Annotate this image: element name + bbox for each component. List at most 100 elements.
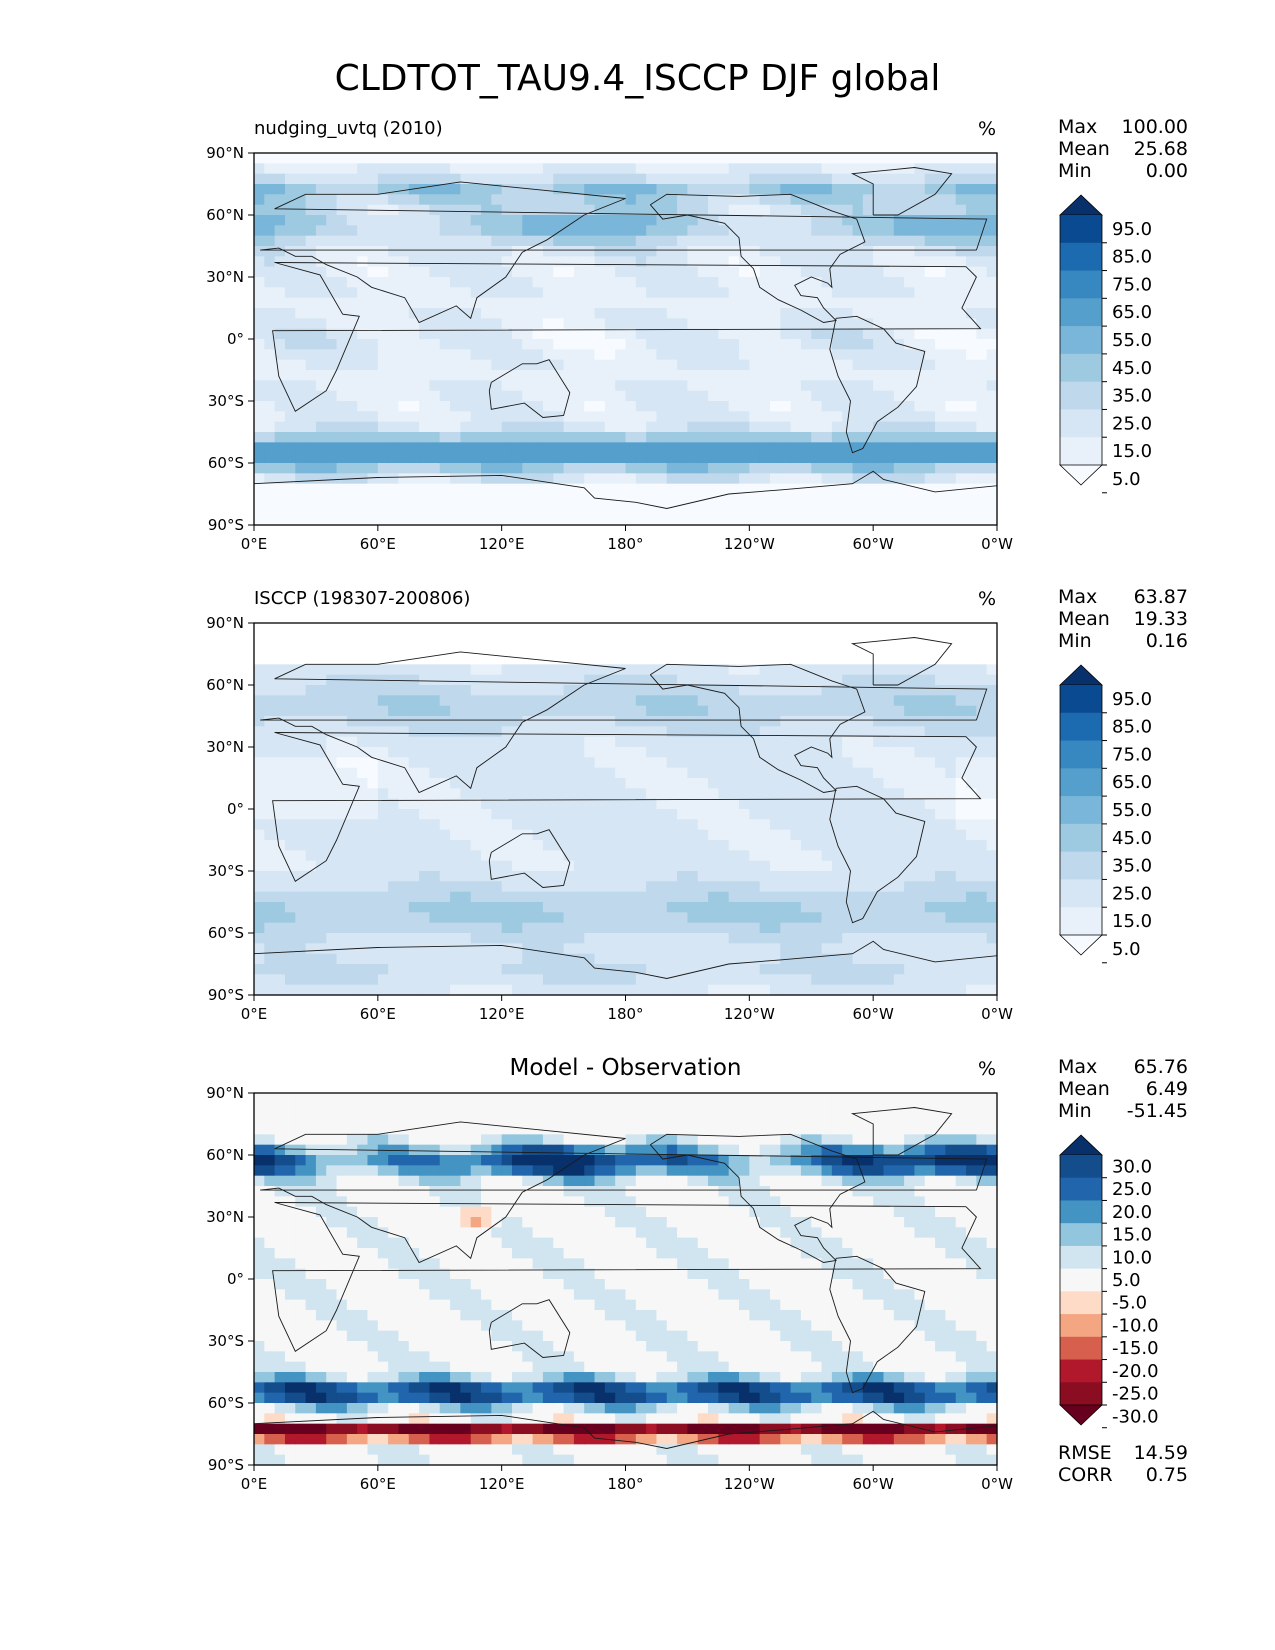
- colorbar-tick-label: 20.0: [1112, 1202, 1152, 1223]
- panel-units: %: [978, 588, 997, 610]
- lat-tick-label: 30°N: [206, 738, 244, 756]
- stat-mean: Mean 25.68: [1058, 138, 1188, 160]
- lon-tick-label: 0°E: [241, 1475, 268, 1493]
- colorbar-tick-label: 55.0: [1112, 330, 1152, 351]
- lon-tick-label: 0°W: [981, 1005, 1013, 1023]
- lat-tick-label: 60°S: [208, 924, 244, 942]
- panel-units: %: [978, 118, 997, 140]
- lon-tick-label: 120°E: [479, 535, 525, 553]
- map-axes: 90°N 60°N 30°N 0° 30°S 60°S 90°S0°E 60°E 120°E 18…: [206, 614, 1013, 1023]
- panel-title: Model - Observation: [509, 1055, 742, 1081]
- colorbar-tick-label: -10.0: [1112, 1315, 1159, 1336]
- colorbar: 95.0 85.0 75.0 65.0 55.0 45.0 35.0 25.0 15.0 5.0: [1059, 664, 1152, 964]
- stat-max: Max 65.76: [1058, 1056, 1188, 1078]
- lon-tick-label: 180°: [607, 1475, 643, 1493]
- colorbar-tick-label: 95.0: [1112, 689, 1152, 710]
- stat-min: Min -51.45: [1058, 1100, 1188, 1122]
- colorbar-tick-label: 30.0: [1112, 1156, 1152, 1177]
- stat-mean: Mean 19.33: [1058, 608, 1188, 630]
- lon-tick-label: 120°W: [724, 1475, 775, 1493]
- lon-tick-label: 0°E: [241, 1005, 268, 1023]
- stat-max: Max 100.00: [1058, 116, 1188, 138]
- colorbar-tick-label: 85.0: [1112, 717, 1152, 738]
- lat-tick-label: 30°S: [208, 1332, 244, 1350]
- lat-tick-label: 90°N: [206, 614, 244, 632]
- stat-max: Max 63.87: [1058, 586, 1188, 608]
- lat-tick-label: 60°N: [206, 1146, 244, 1164]
- colorbar-tick-label: 65.0: [1112, 302, 1152, 323]
- panel-stats: Max 100.00 Mean 25.68 Min 0.00: [1058, 116, 1188, 182]
- lon-tick-label: 120°E: [479, 1005, 525, 1023]
- stat-rmse: RMSE 14.59: [1058, 1442, 1188, 1464]
- panel-title: nudging_uvtq (2010): [254, 118, 443, 139]
- lat-tick-label: 60°N: [206, 676, 244, 694]
- map-plot: 90°N 60°N 30°N 0° 30°S 60°S 90°S0°E 60°E 120°E 18…: [206, 1084, 1159, 1493]
- panel-units: %: [978, 1058, 997, 1080]
- field-cells: [254, 1093, 998, 1466]
- map-plot: 90°N 60°N 30°N 0° 30°S 60°S 90°S0°E 60°E 120°E 18…: [206, 614, 1152, 1023]
- colorbar-tick-label: 85.0: [1112, 247, 1152, 268]
- lon-tick-label: 60°E: [360, 1005, 396, 1023]
- lon-tick-label: 60°E: [360, 535, 396, 553]
- colorbar-tick-label: 75.0: [1112, 274, 1152, 295]
- lat-tick-label: 90°S: [208, 516, 244, 534]
- colorbar-tick-label: -25.0: [1112, 1384, 1159, 1405]
- lon-tick-label: 120°W: [724, 535, 775, 553]
- map-axes: 90°N 60°N 30°N 0° 30°S 60°S 90°S0°E 60°E 120°E 18…: [206, 1084, 1013, 1493]
- lat-tick-label: 30°N: [206, 268, 244, 286]
- colorbar-tick-label: 5.0: [1112, 939, 1141, 960]
- field-cells: [254, 623, 998, 996]
- lon-tick-label: 60°W: [852, 535, 894, 553]
- colorbar-tick-label: 45.0: [1112, 828, 1152, 849]
- map-axes: 90°N 60°N 30°N 0° 30°S 60°S 90°S0°E 60°E 120°E 18…: [206, 144, 1013, 553]
- stat-min: Min 0.16: [1058, 630, 1188, 652]
- colorbar: 95.0 85.0 75.0 65.0 55.0 45.0 35.0 25.0 15.0 5.0: [1059, 194, 1152, 494]
- panel-extra-stats: RMSE 14.59 CORR 0.75: [1058, 1442, 1188, 1486]
- panel-observation: ISCCP (198307-200806) % Max 63.87 Mean 19.…: [0, 580, 1275, 1050]
- colorbar-tick-label: 10.0: [1112, 1247, 1152, 1268]
- colorbar-tick-label: 75.0: [1112, 744, 1152, 765]
- panel-model: nudging_uvtq (2010) % Max 100.00 Mean 25.6…: [0, 110, 1275, 580]
- lon-tick-label: 180°: [607, 1005, 643, 1023]
- lat-tick-label: 90°S: [208, 1456, 244, 1474]
- lat-tick-label: 60°N: [206, 206, 244, 224]
- lon-tick-label: 0°E: [241, 535, 268, 553]
- colorbar-tick-label: 95.0: [1112, 219, 1152, 240]
- lat-tick-label: 30°S: [208, 862, 244, 880]
- colorbar-tick-label: 65.0: [1112, 772, 1152, 793]
- stat-min: Min 0.00: [1058, 160, 1188, 182]
- stat-corr: CORR 0.75: [1058, 1464, 1188, 1486]
- panel-title: ISCCP (198307-200806): [254, 588, 471, 609]
- stat-mean: Mean 6.49: [1058, 1078, 1188, 1100]
- colorbar: 30.025.020.015.010.05.0-5.0-10.0-15.0-20…: [1059, 1134, 1159, 1429]
- colorbar-tick-label: 15.0: [1112, 441, 1152, 462]
- colorbar-tick-label: 15.0: [1112, 911, 1152, 932]
- coastlines: [253, 637, 998, 996]
- lat-tick-label: 0°: [227, 330, 244, 348]
- lon-tick-label: 0°W: [981, 1475, 1013, 1493]
- lon-tick-label: 120°E: [479, 1475, 525, 1493]
- colorbar-tick-label: 25.0: [1112, 883, 1152, 904]
- lat-tick-label: 60°S: [208, 454, 244, 472]
- map-plot: 90°N 60°N 30°N 0° 30°S 60°S 90°S0°E 60°E 120°E 18…: [206, 144, 1152, 553]
- colorbar-tick-label: 35.0: [1112, 386, 1152, 407]
- colorbar-tick-label: 55.0: [1112, 800, 1152, 821]
- field-cells: [254, 153, 998, 526]
- panel-difference: Model - Observation % Max 65.76 Mean 6.49 …: [0, 1050, 1275, 1520]
- lat-tick-label: 90°S: [208, 986, 244, 1004]
- lon-tick-label: 0°W: [981, 535, 1013, 553]
- colorbar-tick-label: 5.0: [1112, 1270, 1141, 1291]
- lon-tick-label: 180°: [607, 535, 643, 553]
- colorbar-tick-label: -30.0: [1112, 1406, 1159, 1427]
- lat-tick-label: 30°S: [208, 392, 244, 410]
- colorbar-tick-label: 25.0: [1112, 1179, 1152, 1200]
- lon-tick-label: 60°E: [360, 1475, 396, 1493]
- colorbar-tick-label: 35.0: [1112, 856, 1152, 877]
- lat-tick-label: 60°S: [208, 1394, 244, 1412]
- colorbar-tick-label: 5.0: [1112, 469, 1141, 490]
- lat-tick-label: 90°N: [206, 1084, 244, 1102]
- figure-title: CLDTOT_TAU9.4_ISCCP DJF global: [334, 58, 941, 99]
- colorbar-tick-label: -5.0: [1112, 1293, 1147, 1314]
- lat-tick-label: 0°: [227, 800, 244, 818]
